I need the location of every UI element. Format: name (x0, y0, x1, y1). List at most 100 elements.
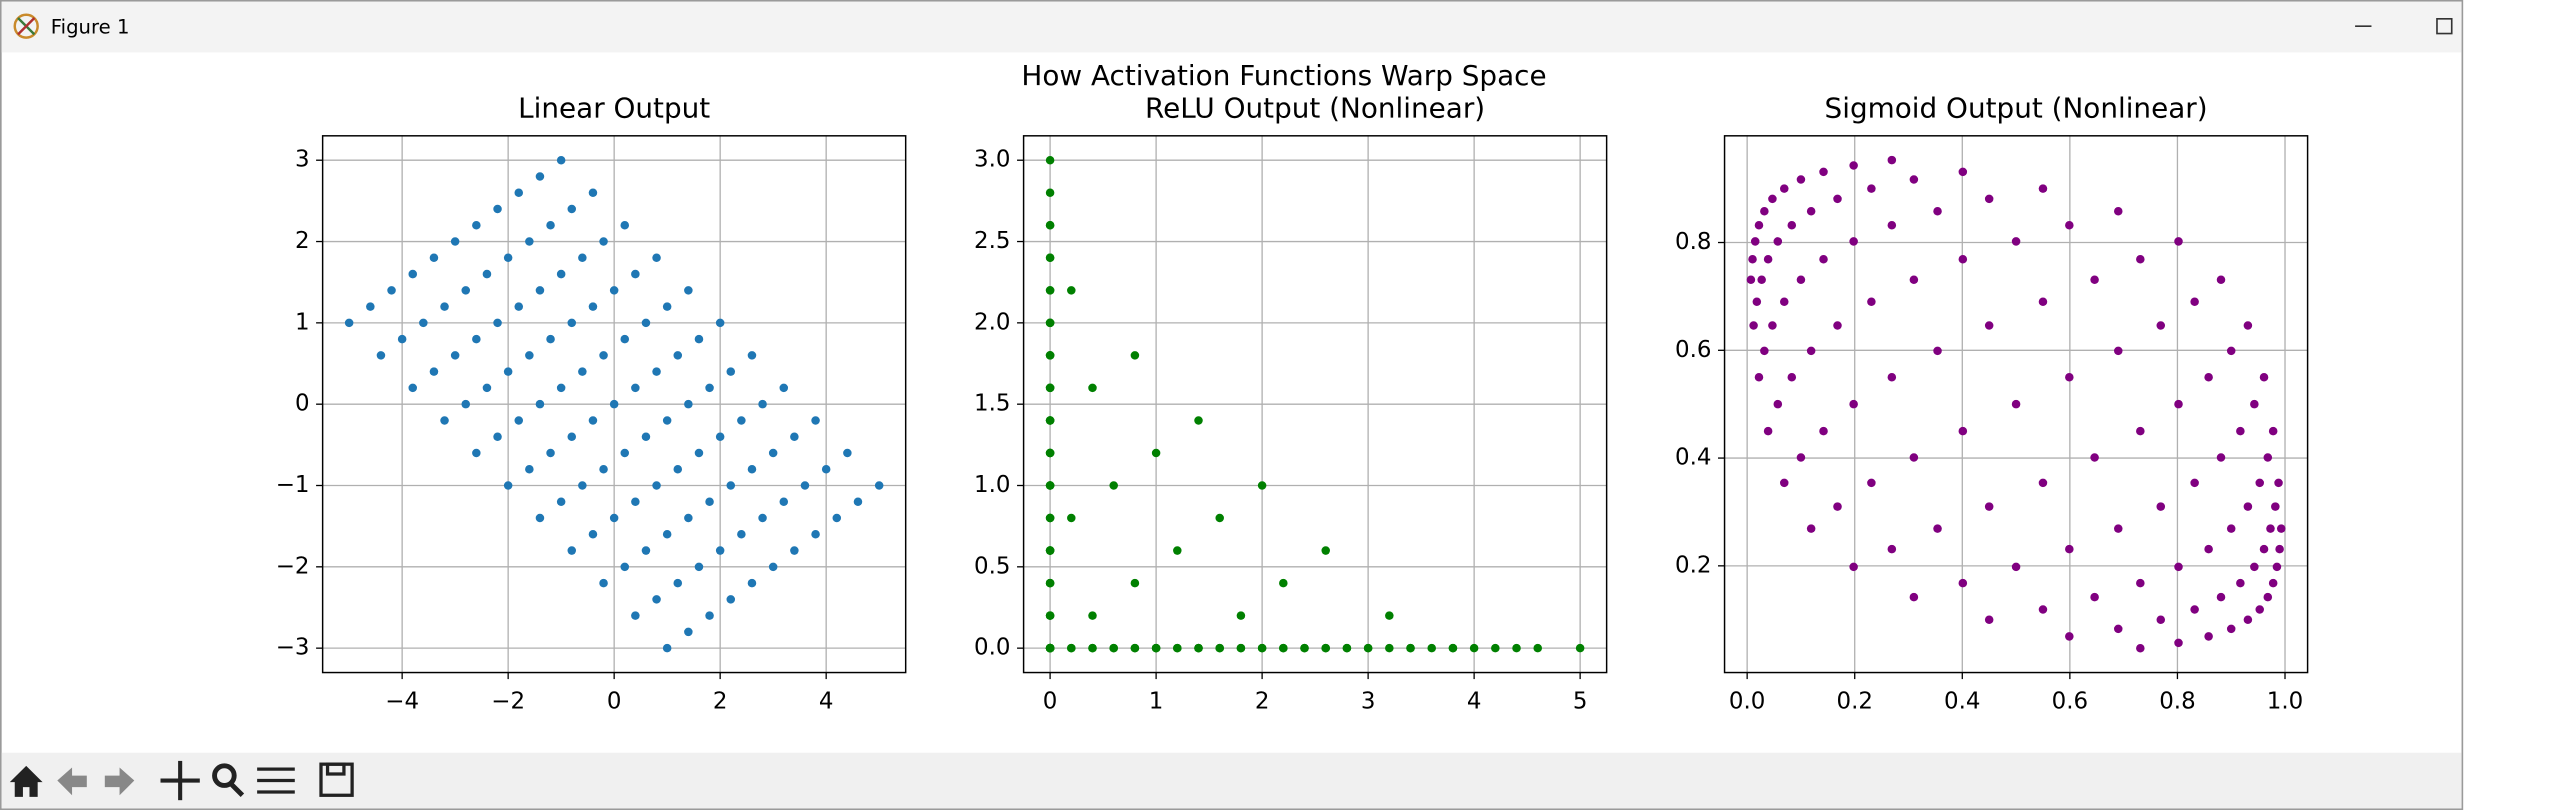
point (440, 416, 449, 425)
point (525, 237, 534, 246)
point (2065, 372, 2074, 382)
point (1045, 578, 1055, 588)
point (2272, 562, 2282, 572)
point (1763, 254, 1773, 264)
point (1780, 478, 1789, 488)
pan-button[interactable] (160, 760, 200, 801)
point (556, 155, 566, 165)
point (1385, 611, 1394, 620)
point (546, 221, 555, 230)
point (387, 286, 396, 295)
point (472, 448, 481, 458)
point (2174, 399, 2183, 409)
point (673, 351, 683, 360)
axes-frame (321, 135, 907, 674)
point (811, 530, 820, 539)
toolbar (1, 752, 2462, 809)
point (1045, 448, 1055, 458)
point (684, 627, 693, 637)
point (1933, 346, 1942, 356)
point (461, 286, 471, 295)
point (2236, 578, 2245, 588)
point (1215, 513, 1224, 523)
x-tick-label: 0.0 (1729, 689, 1765, 715)
point (2190, 297, 2199, 307)
point (1575, 643, 1585, 653)
axes-title: Linear Output (518, 92, 710, 125)
point (2204, 632, 2213, 641)
point (1748, 254, 1757, 264)
point (514, 416, 524, 425)
back-button[interactable] (57, 767, 87, 796)
zoom-button[interactable] (212, 763, 245, 798)
point (715, 546, 725, 555)
point (2243, 321, 2253, 330)
point (1045, 188, 1055, 197)
point (2250, 399, 2259, 409)
forward-button[interactable] (104, 767, 135, 796)
configure-button[interactable] (257, 767, 295, 794)
point (546, 448, 555, 458)
title-bar (1, 1, 2462, 53)
point (599, 351, 608, 360)
point (2268, 426, 2278, 436)
x-tick-label: 4 (1467, 689, 1482, 715)
y-tick-label: 0.5 (974, 553, 1010, 579)
point (2065, 221, 2074, 230)
point (1257, 643, 1267, 653)
point (1130, 643, 1140, 653)
point (1045, 546, 1055, 555)
x-tick-label: 1 (1149, 689, 1164, 715)
point (525, 351, 534, 360)
home-button[interactable] (9, 765, 43, 797)
point (2255, 478, 2264, 488)
axes-frame (1022, 135, 1608, 674)
point (737, 416, 746, 425)
x-tick-label: −2 (491, 689, 525, 715)
point (1045, 383, 1055, 393)
point (684, 399, 693, 409)
point (567, 318, 577, 328)
point (652, 367, 661, 376)
point (599, 237, 608, 246)
point (1887, 221, 1897, 230)
point (1763, 426, 1773, 436)
point (514, 302, 524, 311)
y-tick-label: 2.5 (974, 228, 1010, 254)
point (1469, 643, 1479, 653)
point (1512, 643, 1521, 653)
point (525, 464, 534, 474)
point (2114, 207, 2123, 216)
y-tick-label: −1 (276, 472, 310, 498)
point (2038, 478, 2048, 488)
point (2226, 624, 2236, 634)
point (2243, 615, 2253, 624)
point (2090, 453, 2099, 462)
point (1849, 161, 1858, 170)
y-tick-label: 2.0 (974, 309, 1010, 335)
point (1787, 372, 1797, 382)
point (344, 318, 354, 328)
point (1909, 592, 1919, 602)
y-tick-label: 1.5 (974, 391, 1010, 417)
point (673, 464, 683, 474)
point (419, 318, 428, 328)
point (1088, 643, 1097, 653)
point (1819, 254, 1828, 264)
point (684, 513, 693, 523)
y-tick-label: 0.2 (1675, 552, 1711, 578)
point (1109, 481, 1118, 490)
point (1088, 383, 1097, 393)
save-button[interactable] (319, 762, 354, 797)
point (853, 497, 863, 507)
point (1752, 297, 1762, 307)
point (588, 416, 598, 425)
point (705, 611, 714, 620)
point (2243, 502, 2253, 511)
maximize-button[interactable] (2436, 18, 2453, 35)
point (588, 188, 598, 197)
point (2259, 372, 2269, 382)
